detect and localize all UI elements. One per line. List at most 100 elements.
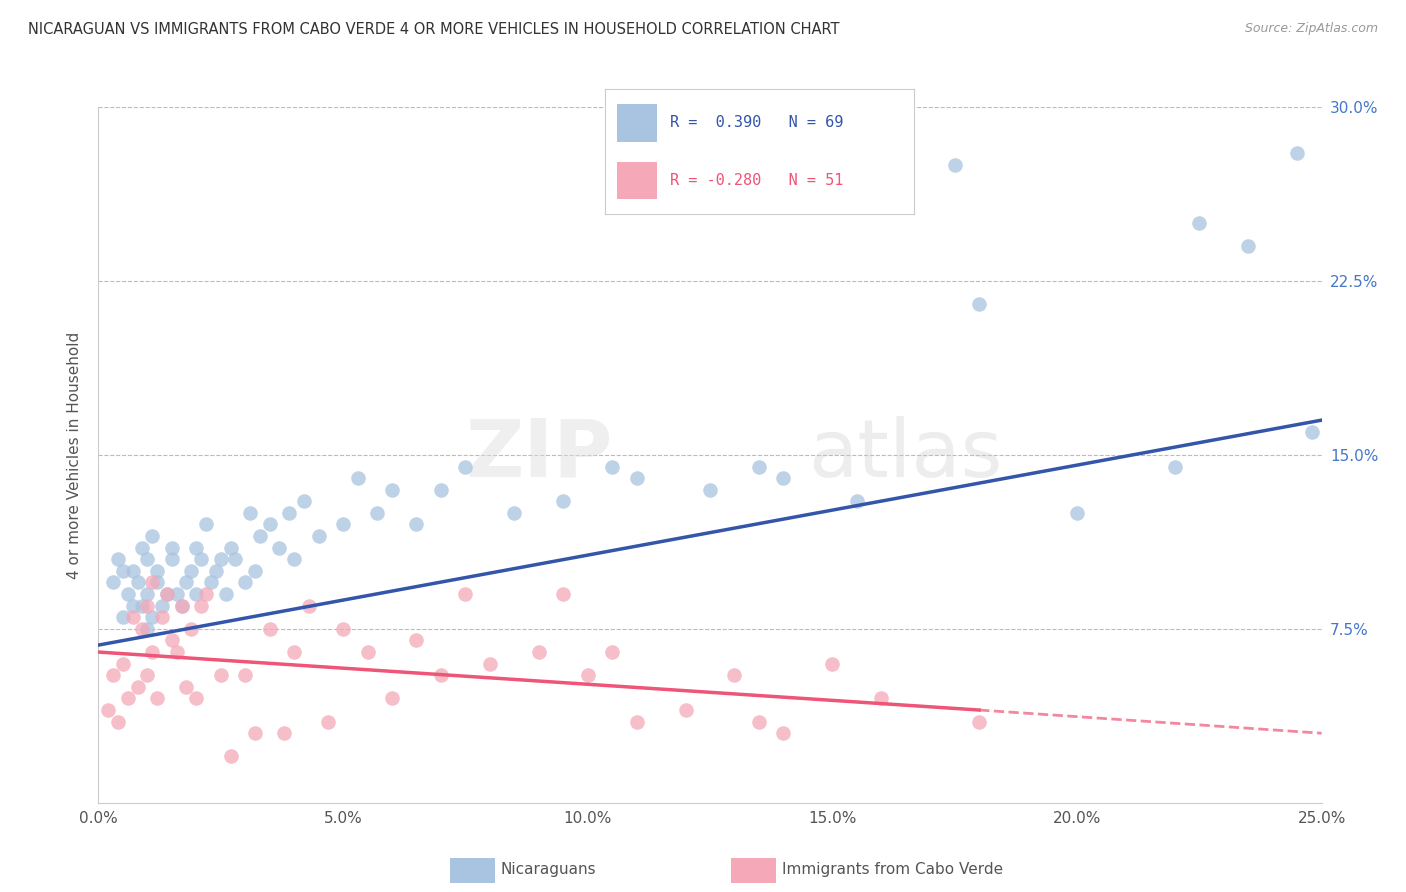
Point — [527, 645, 550, 659]
Point — [180, 564, 202, 578]
Point — [626, 714, 648, 729]
Point — [269, 541, 291, 555]
Point — [209, 552, 232, 566]
Point — [190, 552, 212, 566]
Point — [156, 587, 179, 601]
Point — [117, 587, 139, 601]
Point — [259, 622, 281, 636]
Point — [200, 575, 222, 590]
Bar — [617, 161, 657, 199]
Bar — [617, 104, 657, 142]
Point — [748, 714, 770, 729]
Text: R = -0.280   N = 51: R = -0.280 N = 51 — [669, 173, 844, 188]
Point — [845, 494, 868, 508]
Point — [127, 575, 149, 590]
Point — [626, 471, 648, 485]
Point — [675, 703, 697, 717]
Text: R =  0.390   N = 69: R = 0.390 N = 69 — [669, 115, 844, 130]
Point — [454, 587, 477, 601]
Point — [136, 622, 159, 636]
Point — [332, 517, 354, 532]
Point — [170, 599, 193, 613]
Point — [553, 494, 575, 508]
Point — [131, 599, 153, 613]
Point — [748, 459, 770, 474]
Point — [278, 506, 301, 520]
Point — [186, 587, 208, 601]
Point — [156, 587, 179, 601]
Point — [160, 633, 183, 648]
Point — [111, 657, 134, 671]
Point — [405, 517, 427, 532]
Point — [111, 610, 134, 624]
Point — [699, 483, 721, 497]
Point — [131, 541, 153, 555]
Point — [405, 633, 427, 648]
Text: ZIP: ZIP — [465, 416, 612, 494]
Point — [239, 506, 262, 520]
Point — [430, 483, 453, 497]
Point — [180, 622, 202, 636]
Point — [870, 691, 893, 706]
Point — [136, 668, 159, 682]
Point — [381, 483, 404, 497]
Point — [219, 749, 242, 764]
Point — [243, 726, 266, 740]
Point — [283, 552, 305, 566]
Point — [101, 668, 124, 682]
Point — [121, 610, 143, 624]
Point — [553, 587, 575, 601]
Point — [243, 564, 266, 578]
Point — [160, 541, 183, 555]
Point — [195, 517, 218, 532]
Point — [170, 599, 193, 613]
Point — [381, 691, 404, 706]
Point — [150, 610, 173, 624]
Point — [121, 564, 143, 578]
Point — [127, 680, 149, 694]
Point — [131, 622, 153, 636]
Text: atlas: atlas — [808, 416, 1002, 494]
Point — [356, 645, 378, 659]
Point — [600, 645, 623, 659]
Point — [195, 587, 218, 601]
Point — [298, 599, 321, 613]
Point — [576, 668, 599, 682]
Point — [107, 552, 129, 566]
Point — [214, 587, 236, 601]
Point — [430, 668, 453, 682]
Point — [600, 459, 623, 474]
Point — [166, 645, 188, 659]
Point — [101, 575, 124, 590]
Point — [283, 645, 305, 659]
Text: NICARAGUAN VS IMMIGRANTS FROM CABO VERDE 4 OR MORE VEHICLES IN HOUSEHOLD CORRELA: NICARAGUAN VS IMMIGRANTS FROM CABO VERDE… — [28, 22, 839, 37]
Point — [190, 599, 212, 613]
Point — [332, 622, 354, 636]
Point — [503, 506, 526, 520]
Point — [233, 575, 256, 590]
Point — [292, 494, 315, 508]
Point — [259, 517, 281, 532]
Point — [1286, 146, 1309, 161]
Point — [366, 506, 388, 520]
Point — [176, 680, 198, 694]
Point — [346, 471, 368, 485]
Point — [249, 529, 271, 543]
Point — [141, 610, 163, 624]
Point — [136, 599, 159, 613]
Point — [121, 599, 143, 613]
Point — [219, 541, 242, 555]
Point — [1066, 506, 1088, 520]
Point — [233, 668, 256, 682]
Point — [146, 691, 169, 706]
Point — [141, 645, 163, 659]
Point — [967, 297, 990, 311]
Text: Immigrants from Cabo Verde: Immigrants from Cabo Verde — [782, 863, 1002, 877]
Point — [1301, 425, 1323, 439]
Point — [117, 691, 139, 706]
Point — [318, 714, 340, 729]
Point — [1237, 239, 1260, 253]
Point — [166, 587, 188, 601]
Point — [967, 714, 990, 729]
Text: Source: ZipAtlas.com: Source: ZipAtlas.com — [1244, 22, 1378, 36]
